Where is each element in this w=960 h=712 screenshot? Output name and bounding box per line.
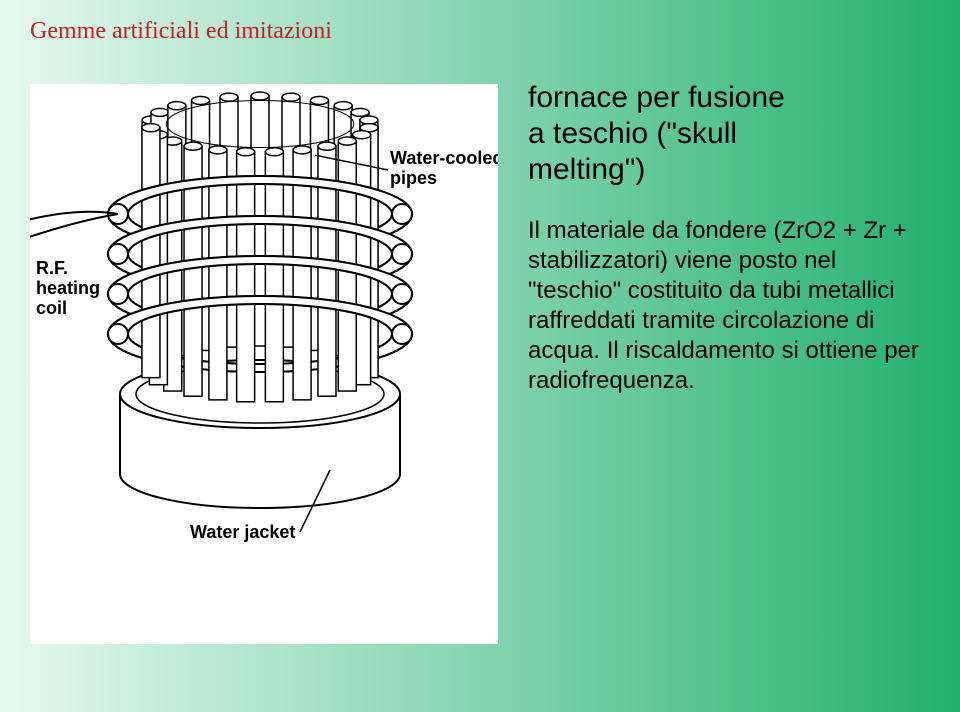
- svg-text:pipes: pipes: [390, 168, 437, 188]
- svg-text:heating: heating: [36, 278, 100, 298]
- title-line: melting"): [528, 153, 645, 186]
- text-column: fornace per fusione a teschio ("skull me…: [528, 80, 928, 396]
- title-line: a teschio ("skull: [528, 117, 737, 150]
- diagram-container: Water-cooledpipes R.F.heatingcoil Water ja…: [30, 84, 498, 644]
- skull-melting-diagram: Water-cooledpipes R.F.heatingcoil Water ja…: [30, 84, 498, 644]
- figure-description: Il materiale da fondere (ZrO2 + Zr + sta…: [528, 216, 928, 396]
- svg-text:Water-cooled: Water-cooled: [390, 148, 498, 168]
- svg-text:Water jacket: Water jacket: [190, 522, 295, 542]
- title-line: fornace per fusione: [528, 81, 785, 114]
- figure-title: fornace per fusione a teschio ("skull me…: [528, 80, 928, 188]
- svg-text:coil: coil: [36, 298, 67, 318]
- slide: Gemme artificiali ed imitazioni Water-co…: [0, 0, 960, 712]
- svg-text:R.F.: R.F.: [36, 258, 68, 278]
- slide-header: Gemme artificiali ed imitazioni: [30, 18, 332, 45]
